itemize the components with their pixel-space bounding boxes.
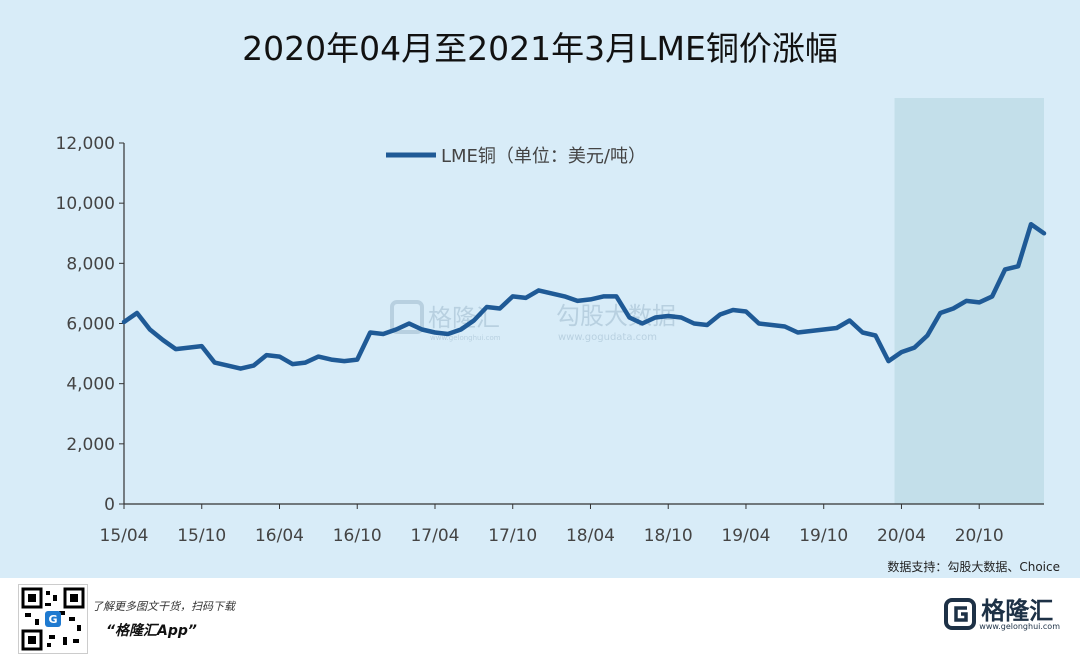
x-tick-label: 15/10 bbox=[177, 526, 226, 546]
x-tick-label: 18/10 bbox=[644, 526, 693, 546]
x-tick-label: 17/04 bbox=[410, 526, 459, 546]
x-tick-label: 20/04 bbox=[877, 526, 926, 546]
footer: G 了解更多图文干货，扫码下载 “格隆汇App” 格隆汇 www.gelongh… bbox=[0, 578, 1080, 662]
x-tick-label: 18/04 bbox=[566, 526, 615, 546]
y-tick-label: 10,000 bbox=[56, 194, 115, 214]
x-tick-label: 16/04 bbox=[255, 526, 304, 546]
x-tick-label: 20/10 bbox=[955, 526, 1004, 546]
line-chart: 格隆汇 www.gelonghui.com 勾股大数据 www.gogudata… bbox=[56, 98, 1047, 546]
series-line-lme-copper bbox=[121, 221, 1047, 371]
logo-text: 格隆汇 bbox=[981, 596, 1054, 625]
y-tick-label: 6,000 bbox=[66, 315, 115, 335]
x-tick-label: 16/10 bbox=[333, 526, 382, 546]
app-name: “格隆汇App” bbox=[106, 623, 197, 639]
legend-label: LME铜（单位：美元/吨） bbox=[441, 146, 646, 167]
x-tick-label: 19/10 bbox=[799, 526, 848, 546]
promo-text: 了解更多图文干货，扫码下载 bbox=[92, 600, 235, 613]
qr-code-icon[interactable]: G bbox=[18, 584, 88, 654]
brand-logo: 格隆汇 www.gelonghui.com bbox=[943, 594, 1060, 634]
y-tick-label: 4,000 bbox=[66, 375, 115, 395]
watermark-logo-icon bbox=[390, 300, 424, 334]
logo-g-icon bbox=[944, 598, 977, 630]
watermark-brand1-url: www.gelonghui.com bbox=[430, 334, 501, 342]
x-tick-label: 17/10 bbox=[488, 526, 537, 546]
logo-url: www.gelonghui.com bbox=[979, 621, 1060, 631]
source-note: 数据支持：勾股大数据、Choice bbox=[887, 560, 1060, 574]
watermark: 格隆汇 www.gelonghui.com 勾股大数据 www.gogudata… bbox=[390, 300, 676, 343]
y-tick-label: 2,000 bbox=[66, 435, 115, 455]
y-tick-label: 12,000 bbox=[56, 134, 115, 154]
chart-title: 2020年04月至2021年3月LME铜价涨幅 bbox=[242, 29, 838, 68]
watermark-brand2-url: www.gogudata.com bbox=[558, 332, 657, 343]
y-tick-label: 0 bbox=[104, 495, 115, 515]
y-tick-label: 8,000 bbox=[66, 254, 115, 274]
svg-text:G: G bbox=[48, 613, 57, 626]
x-tick-label: 19/04 bbox=[721, 526, 770, 546]
x-tick-label: 15/04 bbox=[100, 526, 149, 546]
